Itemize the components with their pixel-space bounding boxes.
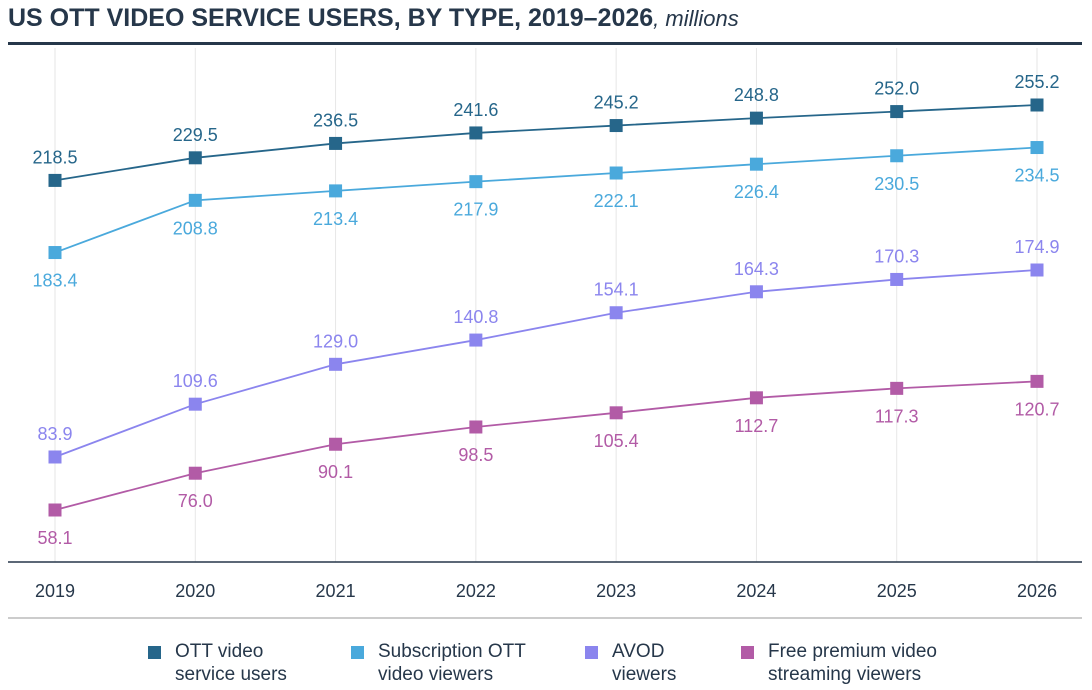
data-point	[609, 119, 623, 133]
data-point	[890, 381, 904, 395]
legend-label: Subscription OTT	[378, 641, 526, 662]
data-label: 154.1	[594, 280, 639, 300]
data-label: 170.3	[874, 246, 919, 266]
data-point	[890, 272, 904, 286]
data-label: 83.9	[37, 424, 72, 444]
data-label: 236.5	[313, 110, 358, 130]
data-label: 226.4	[734, 182, 779, 202]
x-tick-label: 2021	[316, 581, 356, 601]
legend-label: service users	[175, 664, 287, 685]
data-point	[749, 111, 763, 125]
data-label: 109.6	[173, 371, 218, 391]
x-tick-label: 2025	[877, 581, 917, 601]
data-point	[329, 136, 343, 150]
data-label: 245.2	[594, 93, 639, 113]
data-label: 90.1	[318, 462, 353, 482]
data-point	[469, 420, 483, 434]
line-chart: 2019 2020 2021 2022 2023 2024 2025 2026 218.5 229…	[8, 48, 1082, 619]
data-point	[188, 466, 202, 480]
data-label: 140.8	[453, 307, 498, 327]
data-point	[329, 357, 343, 371]
data-label: 218.5	[32, 147, 77, 167]
data-label: 213.4	[313, 209, 358, 229]
x-tick-label: 2022	[456, 581, 496, 601]
series-line	[54, 104, 1038, 182]
data-point	[329, 184, 343, 198]
data-label: 252.0	[874, 79, 919, 99]
data-point	[609, 166, 623, 180]
data-label: 164.3	[734, 259, 779, 279]
legend: OTT video service users Subscription OTT v…	[0, 640, 1092, 690]
x-tick-label: 2020	[175, 581, 215, 601]
data-label: 183.4	[32, 271, 77, 291]
series-line	[54, 380, 1038, 511]
title-text: US OTT VIDEO SERVICE USERS, BY TYPE, 201…	[8, 4, 654, 32]
legend-label: video viewers	[378, 664, 494, 685]
data-point	[609, 406, 623, 420]
data-label: 229.5	[173, 125, 218, 145]
data-label: 117.3	[875, 406, 919, 426]
data-point	[48, 246, 62, 260]
data-label: 76.0	[178, 491, 213, 511]
legend-swatch	[148, 646, 161, 659]
data-point	[48, 173, 62, 187]
series-line	[54, 146, 1038, 254]
legend-item: Free premium video streaming viewers	[741, 640, 948, 686]
data-label: 230.5	[874, 174, 919, 194]
data-point	[188, 151, 202, 165]
x-tick-label: 2026	[1017, 581, 1057, 601]
legend-label: AVOD	[612, 641, 665, 662]
data-point	[188, 193, 202, 207]
legend-swatch	[741, 646, 754, 659]
data-point	[749, 157, 763, 171]
legend-label: viewers	[612, 664, 677, 685]
data-label: 174.9	[1014, 237, 1059, 257]
data-point	[188, 397, 202, 411]
x-tick-label: 2019	[35, 581, 75, 601]
title-unit: , millions	[653, 6, 739, 31]
data-label: 241.6	[453, 100, 498, 120]
data-label: 98.5	[458, 445, 493, 465]
data-point	[469, 175, 483, 189]
series-line	[54, 269, 1038, 458]
chart-title: US OTT VIDEO SERVICE USERS, BY TYPE, 201…	[8, 4, 739, 33]
x-tick-label: 2024	[736, 581, 776, 601]
data-point	[329, 437, 343, 451]
data-point	[469, 126, 483, 140]
data-label: 129.0	[313, 331, 358, 351]
data-point	[609, 306, 623, 320]
data-label: 120.7	[1014, 399, 1059, 419]
data-label: 222.1	[594, 191, 639, 211]
data-label: 217.9	[453, 200, 498, 220]
data-point	[1030, 374, 1044, 388]
data-point	[469, 333, 483, 347]
legend-item: AVOD viewers	[585, 640, 792, 686]
data-point	[48, 503, 62, 517]
data-point	[749, 285, 763, 299]
legend-item: Subscription OTT video viewers	[351, 640, 558, 686]
legend-label: Free premium video	[768, 641, 937, 662]
data-point	[890, 105, 904, 119]
data-point	[749, 391, 763, 405]
legend-swatch	[351, 646, 364, 659]
data-label: 248.8	[734, 85, 779, 105]
data-point	[48, 450, 62, 464]
title-rule	[8, 42, 1082, 45]
data-label: 58.1	[37, 528, 72, 548]
data-label: 112.7	[735, 416, 779, 436]
data-label: 208.8	[173, 218, 218, 238]
legend-swatch	[585, 646, 598, 659]
legend-label: streaming viewers	[768, 664, 922, 685]
data-point	[1030, 141, 1044, 155]
data-label: 105.4	[594, 431, 639, 451]
legend-label: OTT video	[175, 641, 264, 662]
data-point	[890, 149, 904, 163]
data-point	[1030, 98, 1044, 112]
data-label: 255.2	[1014, 72, 1059, 92]
data-label: 234.5	[1014, 166, 1059, 186]
legend-item: OTT video service users	[148, 640, 355, 686]
x-tick-label: 2023	[596, 581, 636, 601]
data-point	[1030, 263, 1044, 277]
